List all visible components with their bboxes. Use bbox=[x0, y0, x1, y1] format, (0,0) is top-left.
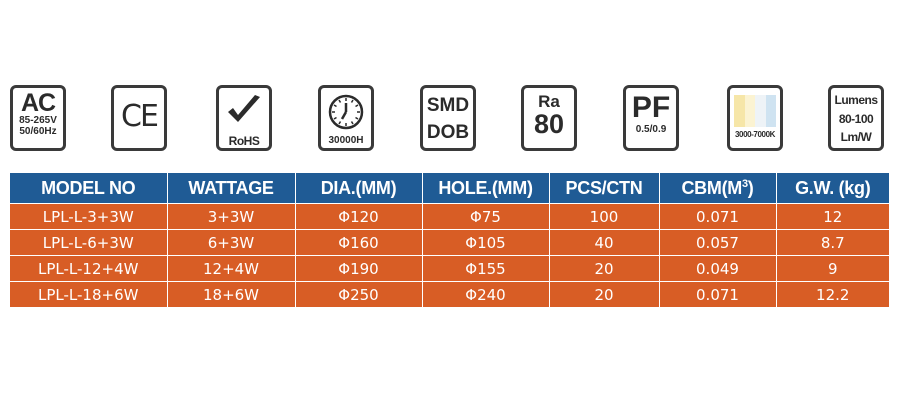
cell-cbm: 0.071 bbox=[659, 203, 777, 230]
smd-label: SMD bbox=[426, 95, 470, 116]
cell-hole: Φ155 bbox=[422, 255, 550, 282]
ra-icon: Ra 80 bbox=[521, 85, 577, 151]
power-factor-icon: PF 0.5/0.9 bbox=[623, 85, 679, 151]
header-pcs-ctn: PCS/CTN bbox=[549, 173, 660, 204]
cell-cbm: 0.057 bbox=[659, 229, 777, 256]
cell-hole: Φ240 bbox=[422, 281, 550, 307]
lumens-range: 80-100 bbox=[838, 111, 874, 126]
table-row: LPL-L-12+4W 12+4W Φ190 Φ155 20 0.049 9 bbox=[10, 255, 889, 282]
cell-wattage: 6+3W bbox=[167, 229, 296, 256]
header-cbm: CBM(M3) bbox=[659, 173, 777, 204]
swatch-warm bbox=[734, 95, 745, 127]
lifetime-clock-icon: 30000H bbox=[318, 85, 374, 151]
cell-model-no: LPL-L-12+4W bbox=[10, 255, 168, 282]
cell-gross-weight: 12.2 bbox=[776, 281, 889, 307]
spec-table: MODEL NO WATTAGE DIA.(MM) HOLE.(MM) PCS/… bbox=[10, 173, 889, 307]
cell-wattage: 18+6W bbox=[167, 281, 296, 307]
cell-gross-weight: 9 bbox=[776, 255, 889, 282]
ac-label: AC bbox=[20, 89, 56, 117]
table-row: LPL-L-3+3W 3+3W Φ120 Φ75 100 0.071 12 bbox=[10, 203, 889, 230]
cell-wattage: 12+4W bbox=[167, 255, 296, 282]
ac-voltage-icon: AC 85-265V 50/60Hz bbox=[10, 85, 66, 151]
ce-mark-icon: CE bbox=[111, 85, 167, 151]
cell-gross-weight: 12 bbox=[776, 203, 889, 230]
ra-value: 80 bbox=[533, 109, 565, 139]
swatch-neutral-warm bbox=[744, 95, 755, 127]
ac-voltage-range: 85-265V bbox=[19, 115, 57, 126]
ra-label: Ra bbox=[538, 92, 560, 111]
header-cbm-superscript: 3 bbox=[741, 177, 748, 190]
cell-pcs-ctn: 40 bbox=[549, 229, 660, 256]
cct-range: 3000-7000K bbox=[734, 130, 776, 139]
lifetime-label: 30000H bbox=[328, 135, 364, 146]
cell-pcs-ctn: 20 bbox=[549, 281, 660, 307]
pf-label: PF bbox=[631, 91, 671, 124]
header-model-no: MODEL NO bbox=[10, 173, 168, 204]
cell-hole: Φ105 bbox=[422, 229, 550, 256]
ce-label: CE bbox=[121, 99, 159, 134]
feature-icon-row: AC 85-265V 50/60Hz CE RoHS 30000H bbox=[0, 85, 900, 155]
rohs-icon: RoHS bbox=[216, 85, 272, 151]
checkmark-icon bbox=[228, 95, 260, 122]
dob-label: DOB bbox=[426, 122, 470, 143]
header-diameter: DIA.(MM) bbox=[295, 173, 423, 204]
cell-hole: Φ75 bbox=[422, 203, 550, 230]
cell-wattage: 3+3W bbox=[167, 203, 296, 230]
header-gross-weight: G.W. (kg) bbox=[776, 173, 889, 204]
cell-diameter: Φ160 bbox=[295, 229, 423, 256]
ac-frequency: 50/60Hz bbox=[19, 125, 57, 137]
rohs-label: RoHS bbox=[228, 134, 260, 148]
header-cbm-close: ) bbox=[747, 177, 754, 198]
cell-model-no: LPL-L-18+6W bbox=[10, 281, 168, 307]
cell-diameter: Φ120 bbox=[295, 203, 423, 230]
clock-icon bbox=[328, 94, 364, 130]
color-temperature-swatch bbox=[734, 95, 776, 127]
swatch-cool bbox=[765, 95, 776, 127]
pf-value: 0.5/0.9 bbox=[635, 124, 667, 135]
header-hole: HOLE.(MM) bbox=[422, 173, 550, 204]
cell-diameter: Φ190 bbox=[295, 255, 423, 282]
cell-diameter: Φ250 bbox=[295, 281, 423, 307]
cell-gross-weight: 8.7 bbox=[776, 229, 889, 256]
lumens-unit: Lm/W bbox=[840, 130, 872, 145]
lumens-label: Lumens bbox=[834, 93, 878, 107]
cell-cbm: 0.049 bbox=[659, 255, 777, 282]
table-row: LPL-L-18+6W 18+6W Φ250 Φ240 20 0.071 12.… bbox=[10, 281, 889, 307]
lumens-icon: Lumens 80-100 Lm/W bbox=[828, 85, 884, 151]
cell-model-no: LPL-L-6+3W bbox=[10, 229, 168, 256]
header-cbm-text: CBM(M bbox=[681, 177, 742, 198]
table-header-row: MODEL NO WATTAGE DIA.(MM) HOLE.(MM) PCS/… bbox=[10, 173, 889, 204]
color-temperature-icon: 3000-7000K bbox=[727, 85, 783, 151]
cell-pcs-ctn: 20 bbox=[549, 255, 660, 282]
table-row: LPL-L-6+3W 6+3W Φ160 Φ105 40 0.057 8.7 bbox=[10, 229, 889, 256]
swatch-neutral bbox=[755, 95, 766, 127]
smd-dob-icon: SMD DOB bbox=[420, 85, 476, 151]
cell-cbm: 0.071 bbox=[659, 281, 777, 307]
header-wattage: WATTAGE bbox=[167, 173, 296, 204]
cell-model-no: LPL-L-3+3W bbox=[10, 203, 168, 230]
cell-pcs-ctn: 100 bbox=[549, 203, 660, 230]
